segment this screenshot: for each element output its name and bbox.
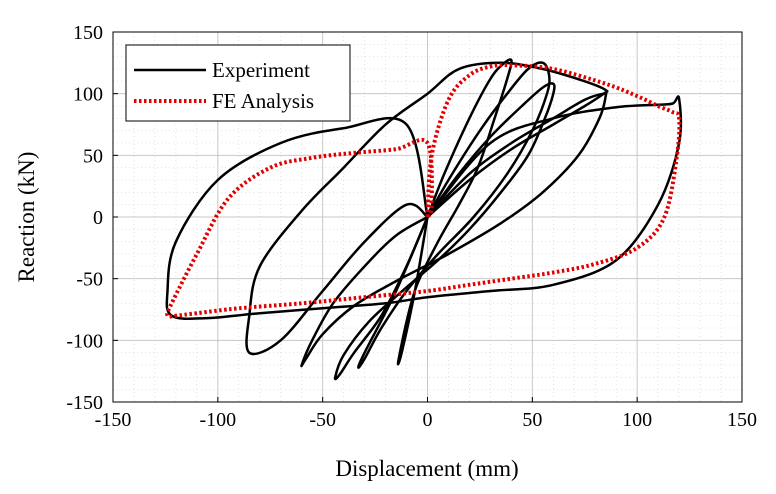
x-tick-label: -100 — [199, 409, 236, 431]
experiment-loop-4 — [300, 91, 608, 368]
legend-label-experiment: Experiment — [212, 58, 310, 82]
x-tick-label: 0 — [423, 409, 433, 431]
y-axis-label: Reaction (kN) — [14, 152, 39, 283]
x-axis-label: Displacement (mm) — [335, 456, 518, 481]
experiment-loop-3 — [333, 82, 556, 381]
fe-analysis-curve — [165, 63, 682, 319]
experiment-loop-2 — [357, 61, 551, 369]
y-tick-label: 100 — [73, 84, 103, 106]
legend-box — [125, 44, 351, 122]
y-tick-label: 50 — [83, 145, 103, 167]
experiment-loop-5 — [245, 61, 609, 356]
y-tick-label: 150 — [73, 22, 103, 44]
legend-label-fe-analysis: FE Analysis — [212, 89, 314, 113]
x-tick-label: -50 — [309, 409, 336, 431]
y-tick-label: -150 — [66, 392, 103, 414]
x-tick-label: 150 — [727, 409, 757, 431]
ticks: -150 -100 -50 0 50 100 150 150 100 50 0 -50 -100 -150 — [66, 22, 757, 431]
y-tick-label: -100 — [66, 330, 103, 352]
legend: Experiment FE Analysis — [125, 44, 351, 122]
y-tick-label: 0 — [93, 207, 103, 229]
x-tick-label: 50 — [522, 409, 542, 431]
curves — [165, 58, 683, 381]
y-tick-label: -50 — [76, 269, 103, 291]
x-tick-label: 100 — [622, 409, 652, 431]
x-tick-label: -150 — [95, 409, 132, 431]
